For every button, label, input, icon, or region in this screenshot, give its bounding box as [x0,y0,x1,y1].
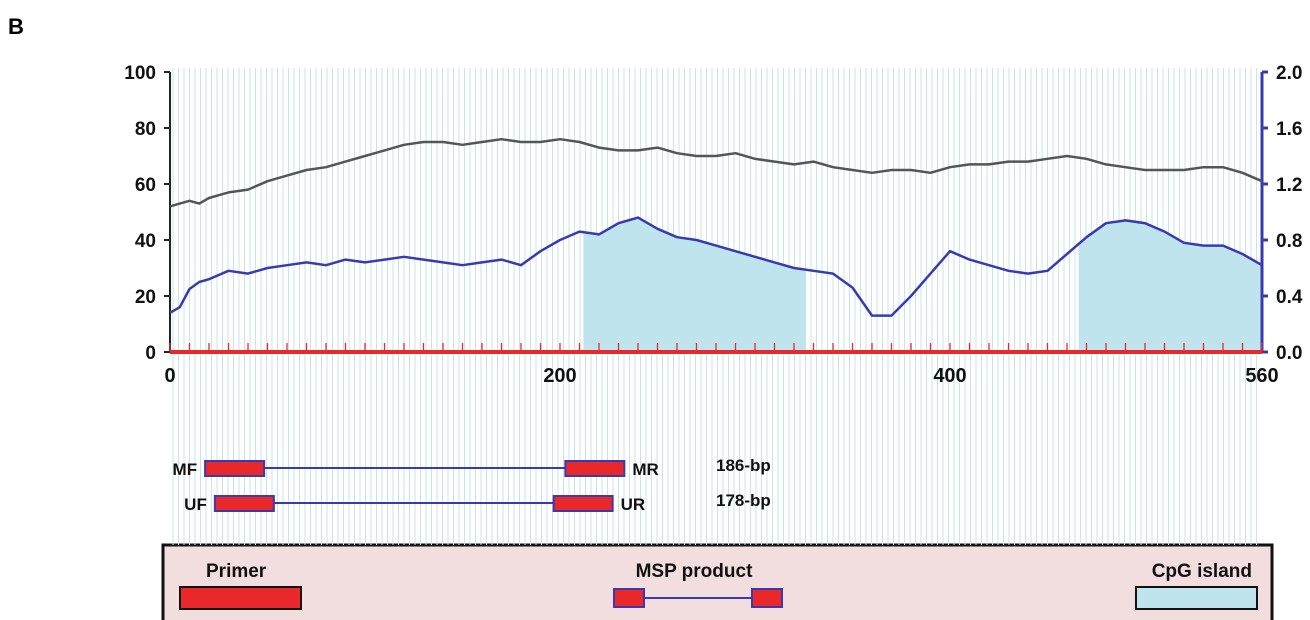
legend-primer-swatch [179,586,302,610]
primer-right-label: UR [621,495,646,514]
legend-cpg-label: CpG island [1152,561,1252,582]
reverse-primer [564,460,626,477]
forward-primer [204,460,266,477]
x-tick-label: 560 [1245,365,1278,387]
primer-right-label: MR [632,460,658,479]
left-tick-label: 100 [124,63,156,84]
reverse-primer [552,495,614,512]
x-tick-label: 200 [543,365,576,387]
left-tick-label: 80 [135,119,156,140]
x-tick-label: 400 [933,365,966,387]
primer-left-label: MF [173,460,198,479]
forward-primer [213,495,275,512]
right-tick-label: 0.4 [1276,287,1303,308]
legend-primer-label: Primer [206,561,267,582]
right-tick-label: 1.6 [1276,119,1302,140]
legend-msp-right-primer [751,588,783,608]
primer-left-label: UF [184,495,207,514]
legend-msp-left-primer [613,588,645,608]
cpg-island-area [583,217,806,352]
left-tick-label: 60 [135,175,156,196]
x-tick-label: 0 [164,365,175,387]
amplicon-size-label: 178-bp [716,491,771,510]
series-line-obs-exp [169,216,1263,317]
series-line-gc [169,137,1263,208]
legend-msp-label: MSP product [636,561,753,582]
right-tick-label: 1.2 [1276,175,1302,196]
legend-box [161,543,1274,620]
right-tick-label: 0.8 [1276,231,1302,252]
amplicon-size-label: 186-bp [716,456,771,475]
panel-label: B [8,14,24,39]
cpg-island-area [1078,220,1262,352]
legend-cpg-swatch [1135,586,1258,610]
right-tick-label: 2.0 [1276,63,1302,84]
right-tick-label: 0.0 [1276,343,1302,364]
left-tick-label: 20 [135,287,156,308]
left-tick-label: 0 [145,343,156,364]
left-tick-label: 40 [135,231,156,252]
